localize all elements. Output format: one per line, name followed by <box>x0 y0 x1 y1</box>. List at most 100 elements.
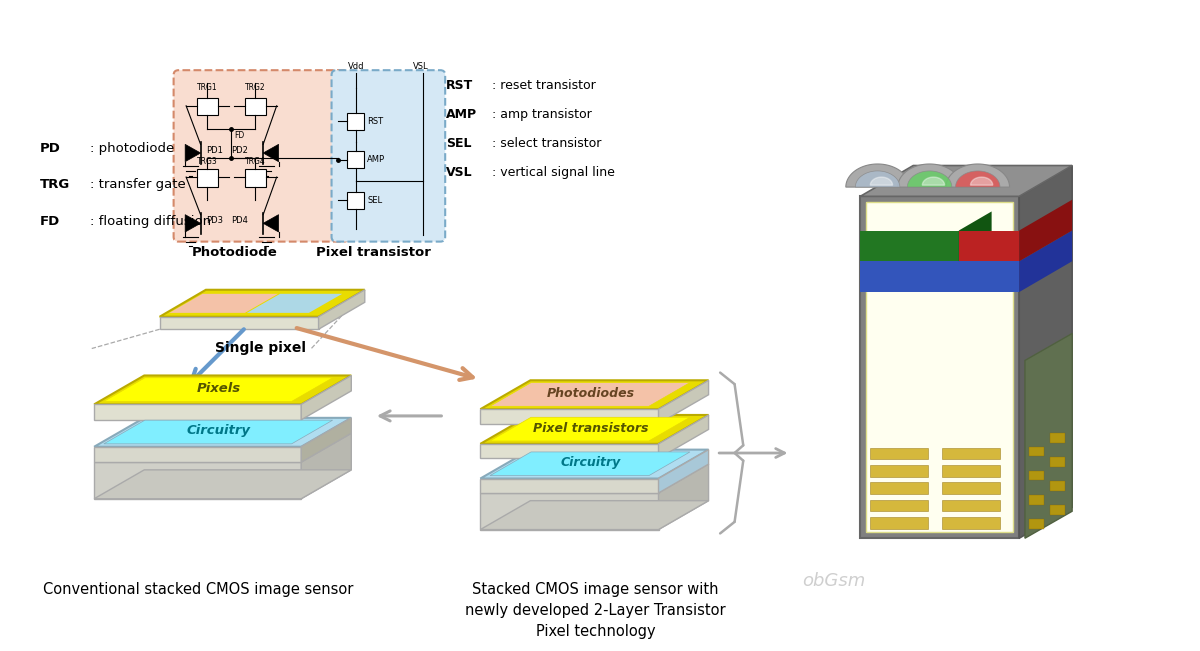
Polygon shape <box>318 290 365 329</box>
Polygon shape <box>1019 230 1072 292</box>
Bar <box>942 517 1000 529</box>
Text: PD3: PD3 <box>206 216 223 225</box>
Text: TRG3: TRG3 <box>197 156 217 165</box>
Polygon shape <box>301 376 352 420</box>
Polygon shape <box>659 415 708 458</box>
Bar <box>1028 495 1044 505</box>
Polygon shape <box>301 418 352 462</box>
Text: RST: RST <box>367 117 383 126</box>
Bar <box>942 448 1000 459</box>
Text: PD4: PD4 <box>232 216 248 225</box>
Polygon shape <box>480 450 708 478</box>
Bar <box>1028 471 1044 480</box>
Text: Single pixel: Single pixel <box>215 341 306 355</box>
Bar <box>860 261 1019 292</box>
Polygon shape <box>480 493 659 529</box>
Text: : vertical signal line: : vertical signal line <box>492 166 616 179</box>
Bar <box>1050 481 1066 491</box>
Text: AMP: AMP <box>446 108 478 121</box>
Text: : floating diffusion: : floating diffusion <box>90 215 211 228</box>
Polygon shape <box>1025 333 1072 538</box>
Polygon shape <box>263 145 278 161</box>
Polygon shape <box>959 212 991 261</box>
Polygon shape <box>480 409 659 424</box>
Polygon shape <box>263 215 278 232</box>
Polygon shape <box>94 404 301 420</box>
Text: Stacked CMOS image sensor with
newly developed 2-Layer Transistor
Pixel technolo: Stacked CMOS image sensor with newly dev… <box>466 581 726 639</box>
Text: Vdd: Vdd <box>348 62 365 71</box>
Text: TRG1: TRG1 <box>197 83 217 92</box>
Bar <box>1028 447 1044 456</box>
Polygon shape <box>94 462 301 499</box>
FancyBboxPatch shape <box>331 70 445 242</box>
Text: SEL: SEL <box>367 196 383 204</box>
Polygon shape <box>94 470 352 499</box>
Bar <box>245 98 266 115</box>
Text: FD: FD <box>40 215 60 228</box>
Polygon shape <box>659 464 708 529</box>
Polygon shape <box>1019 200 1072 261</box>
Polygon shape <box>480 501 708 529</box>
Bar <box>245 169 266 187</box>
Polygon shape <box>480 444 659 458</box>
Polygon shape <box>480 380 708 409</box>
Polygon shape <box>1019 165 1072 538</box>
Bar <box>870 517 928 529</box>
Bar <box>347 191 365 209</box>
Text: Photodiode: Photodiode <box>192 247 277 260</box>
Bar <box>870 482 928 494</box>
Polygon shape <box>94 418 352 447</box>
Text: : reset transistor: : reset transistor <box>492 79 596 92</box>
Text: : amp transistor: : amp transistor <box>492 108 592 121</box>
Polygon shape <box>946 164 1009 187</box>
Text: RST: RST <box>446 79 474 92</box>
Bar <box>959 230 1019 261</box>
Polygon shape <box>898 164 961 187</box>
Bar <box>942 482 1000 494</box>
Polygon shape <box>490 417 690 441</box>
Bar <box>1028 519 1044 529</box>
Polygon shape <box>103 378 332 402</box>
Polygon shape <box>160 290 365 317</box>
Polygon shape <box>103 420 332 444</box>
Text: SEL: SEL <box>446 137 472 150</box>
Text: Pixels: Pixels <box>197 382 241 395</box>
Bar <box>860 230 959 261</box>
Polygon shape <box>480 478 659 493</box>
Text: Circuitry: Circuitry <box>560 456 620 469</box>
Text: Conventional stacked CMOS image sensor: Conventional stacked CMOS image sensor <box>42 581 353 596</box>
Bar <box>1050 458 1066 467</box>
Text: PD2: PD2 <box>232 146 248 155</box>
FancyBboxPatch shape <box>174 70 349 242</box>
Text: obGsm: obGsm <box>803 572 865 590</box>
Text: Photodiodes: Photodiodes <box>546 387 635 400</box>
Polygon shape <box>94 447 301 462</box>
Bar <box>347 151 365 169</box>
Polygon shape <box>856 171 900 187</box>
Polygon shape <box>659 380 708 424</box>
Polygon shape <box>490 452 690 476</box>
Polygon shape <box>907 171 952 187</box>
Polygon shape <box>480 415 708 444</box>
Bar <box>197 169 218 187</box>
Text: PD: PD <box>40 142 61 155</box>
Polygon shape <box>247 294 342 313</box>
Bar <box>942 465 1000 477</box>
Bar <box>1050 505 1066 515</box>
Text: VSL: VSL <box>414 62 430 71</box>
Polygon shape <box>860 165 1072 197</box>
Bar <box>1050 434 1066 443</box>
Polygon shape <box>490 383 690 406</box>
Text: Pixel transistor: Pixel transistor <box>317 247 431 260</box>
Text: FD: FD <box>234 131 245 140</box>
Polygon shape <box>659 450 708 493</box>
Bar <box>860 197 1019 538</box>
Text: Pixel transistors: Pixel transistors <box>533 422 648 435</box>
Text: : photodiode: : photodiode <box>90 142 174 155</box>
Text: TRG: TRG <box>40 178 70 191</box>
Text: Circuitry: Circuitry <box>187 424 251 437</box>
Bar <box>870 448 928 459</box>
Text: AMP: AMP <box>367 155 385 164</box>
Bar <box>197 98 218 115</box>
Polygon shape <box>301 434 352 499</box>
